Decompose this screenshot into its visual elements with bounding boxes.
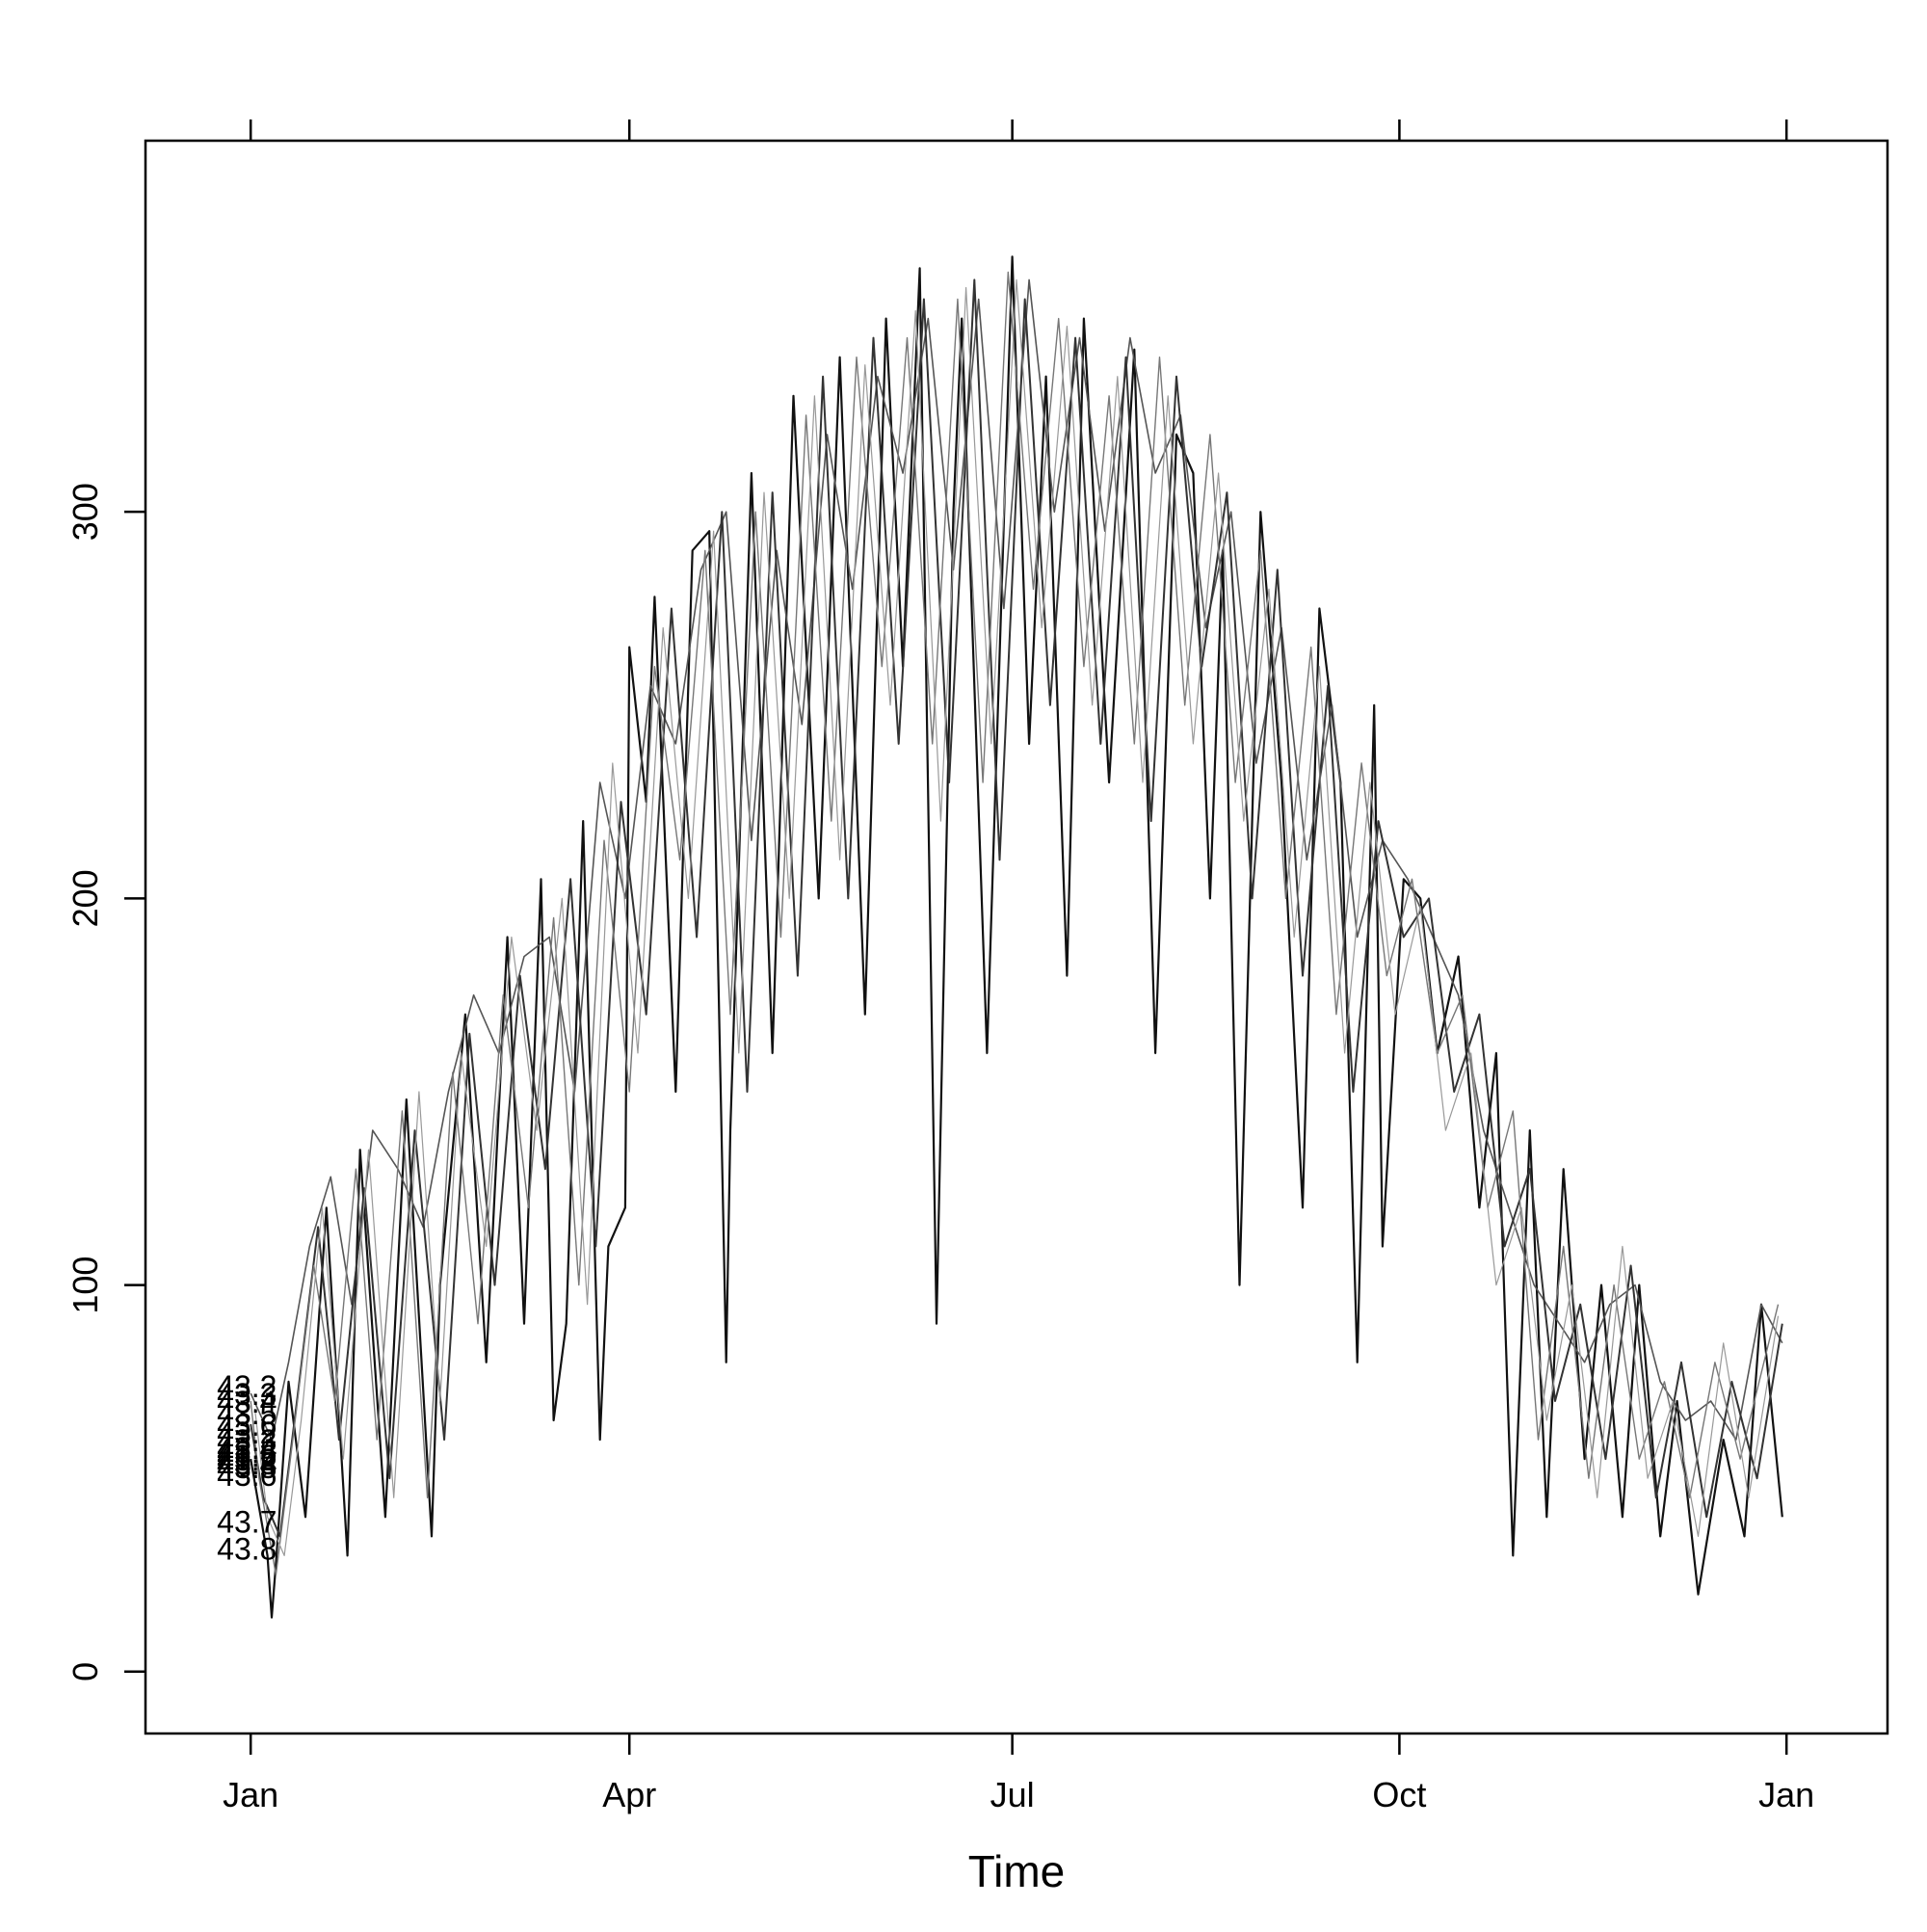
series-label: 43.5 [217,1435,277,1469]
y-tick-label: 0 [66,1662,105,1681]
series-line-0 [250,255,1783,1619]
x-tick-label: Jan [223,1775,278,1814]
y-tick-label: 100 [66,1257,105,1314]
x-axis: Jan Apr Jul Oct Jan [223,119,1814,1814]
series-label: 43.4 [217,1446,277,1481]
series-label-layer: 43.243.343.443.543.643.243.343.443.543.6… [217,1369,277,1567]
y-tick-label: 200 [66,869,105,927]
series-label: 43.5 [217,1450,277,1485]
series-label: 43.6 [217,1439,277,1473]
series-label: 43.6 [217,1458,277,1493]
x-tick-label: Apr [602,1775,656,1814]
series-line-2 [250,278,1783,1538]
series-label: 43.2 [217,1416,277,1450]
x-tick-label: Jan [1758,1775,1814,1814]
plot-frame [144,139,1889,1735]
series-label: 43.2 [217,1442,277,1477]
series-label: 43.7 [217,1504,277,1539]
y-tick-label: 300 [66,483,105,541]
series-label: 43.3 [217,1377,277,1412]
series-label: 43.3 [217,1423,277,1458]
series-label: 43.3 [217,1446,277,1481]
series-line-1 [250,278,1783,1441]
x-tick-label: Jul [990,1775,1035,1814]
series-label: 43.2 [217,1369,277,1404]
y-axis: 0 100 200 300 [66,483,145,1681]
series-line-4 [253,278,1780,1557]
series-line-3 [250,271,1780,1576]
series-label: 43.4 [217,1385,277,1419]
x-axis-title: Time [968,1846,1066,1896]
x-tick-label: Oct [1372,1775,1426,1814]
series-label: 43.8 [217,1531,277,1566]
series-label: 43.4 [217,1431,277,1466]
series-label: 43.5 [217,1396,277,1431]
series-label: 43.6 [217,1408,277,1442]
series-layer [250,255,1783,1619]
